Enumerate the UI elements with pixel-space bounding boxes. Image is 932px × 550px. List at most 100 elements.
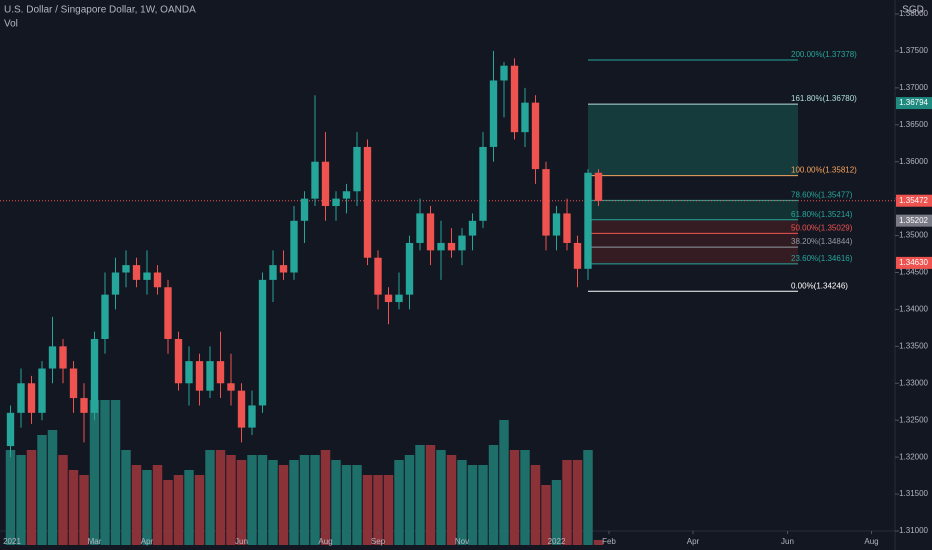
x-tick-label: Jun bbox=[235, 537, 248, 546]
y-tick-label: 1.36000 bbox=[899, 157, 928, 166]
volume-bar bbox=[541, 485, 551, 545]
y-tick-label: 1.31500 bbox=[899, 489, 928, 498]
candle-body bbox=[206, 361, 214, 391]
volume-bar bbox=[583, 450, 593, 545]
candle-body bbox=[185, 361, 193, 384]
volume-bar bbox=[163, 480, 173, 545]
volume-bar bbox=[362, 475, 373, 545]
candle-body bbox=[447, 242, 456, 251]
y-tick-label: 1.32000 bbox=[899, 452, 928, 461]
volume-bar bbox=[509, 450, 520, 545]
volume-bar bbox=[268, 460, 278, 545]
candle-body bbox=[374, 257, 382, 295]
volume-bar bbox=[562, 460, 572, 545]
fib-label: 61.80%(1.35214) bbox=[791, 210, 853, 219]
y-tick-label: 1.32500 bbox=[899, 415, 928, 424]
candle-body bbox=[489, 80, 498, 147]
volume-bar bbox=[236, 460, 247, 545]
fib-label: 50.00%(1.35029) bbox=[791, 224, 853, 233]
candle-body bbox=[542, 169, 550, 236]
candle-body bbox=[111, 272, 120, 295]
x-tick-label: Feb bbox=[602, 537, 616, 546]
x-tick-label: Apr bbox=[687, 537, 700, 546]
candle-body bbox=[174, 338, 183, 384]
x-tick-label: Nov bbox=[455, 537, 469, 546]
candle-body bbox=[248, 405, 256, 428]
volume-bar bbox=[47, 430, 58, 545]
candle-body bbox=[332, 198, 340, 207]
candle-body bbox=[17, 383, 25, 413]
volume-bar bbox=[331, 460, 341, 545]
fib-label: 100.00%(1.35812) bbox=[791, 166, 857, 175]
price-tag-label: 1.35202 bbox=[899, 216, 928, 225]
volume-bar bbox=[121, 450, 131, 545]
candle-body bbox=[38, 368, 46, 413]
volume-bar bbox=[5, 450, 16, 545]
volume-bar bbox=[436, 450, 446, 545]
candle-body bbox=[552, 213, 561, 236]
candle-body bbox=[500, 65, 508, 81]
price-tag-label: 1.34630 bbox=[899, 258, 928, 267]
candle-body bbox=[405, 242, 414, 295]
fib-label: 0.00%(1.34246) bbox=[791, 281, 848, 290]
candle-body bbox=[27, 383, 36, 413]
volume-bar bbox=[415, 445, 425, 545]
candle-body bbox=[311, 161, 319, 199]
x-tick-label: Mar bbox=[88, 537, 102, 546]
volume-bar bbox=[278, 465, 289, 545]
y-tick-label: 1.33500 bbox=[899, 341, 928, 350]
volume-bar bbox=[289, 460, 299, 545]
volume-bar bbox=[142, 470, 152, 545]
volume-bar bbox=[457, 460, 467, 545]
volume-bar bbox=[488, 445, 499, 545]
y-tick-label: 1.31000 bbox=[899, 526, 928, 535]
candle-body bbox=[458, 235, 466, 251]
volume-bar bbox=[551, 480, 562, 545]
volume-bar bbox=[478, 465, 488, 545]
candle-body bbox=[563, 213, 571, 243]
volume-bar bbox=[58, 455, 68, 545]
fib-label: 200.00%(1.37378) bbox=[791, 50, 857, 59]
volume-bar bbox=[352, 465, 362, 545]
y-tick-label: 1.34500 bbox=[899, 268, 928, 277]
x-tick-label: Sep bbox=[371, 537, 386, 546]
volume-bar bbox=[100, 400, 110, 545]
candle-body bbox=[6, 412, 15, 447]
y-tick-label: 1.37500 bbox=[899, 46, 928, 55]
chart-title: U.S. Dollar / Singapore Dollar, 1W, OAND… bbox=[4, 5, 196, 16]
volume-bar bbox=[320, 450, 331, 545]
y-tick-label: 1.38000 bbox=[899, 9, 928, 18]
price-tag bbox=[896, 256, 932, 269]
volume-bar bbox=[152, 465, 163, 545]
price-tag-label: 1.36794 bbox=[899, 98, 928, 107]
fib-label: 78.60%(1.35477) bbox=[791, 190, 853, 199]
candle-body bbox=[237, 390, 246, 428]
fib-zone bbox=[588, 247, 798, 264]
volume-bar bbox=[257, 455, 268, 545]
candle-body bbox=[101, 294, 109, 339]
volume-bar bbox=[310, 455, 320, 545]
candle-body bbox=[279, 265, 288, 273]
candle-body bbox=[132, 265, 141, 280]
candle-body bbox=[164, 287, 172, 339]
volume-bar bbox=[394, 460, 404, 545]
volume-bar bbox=[68, 470, 79, 545]
volume-bar bbox=[341, 465, 352, 545]
candle-body bbox=[48, 346, 57, 369]
candle-body bbox=[384, 294, 393, 303]
candle-body bbox=[584, 172, 592, 269]
volume-bar bbox=[499, 420, 509, 545]
candle-body bbox=[531, 102, 540, 170]
fib-label: 38.20%(1.34844) bbox=[791, 237, 853, 246]
candle-body bbox=[80, 398, 88, 413]
candle-body bbox=[195, 361, 204, 391]
y-tick-label: 1.33000 bbox=[899, 378, 928, 387]
fib-zone bbox=[588, 233, 798, 248]
x-tick-label: Apr bbox=[141, 537, 154, 546]
y-tick-label: 1.35000 bbox=[899, 231, 928, 240]
volume-bar bbox=[383, 475, 394, 545]
candle-body bbox=[90, 338, 99, 413]
candle-body bbox=[510, 65, 519, 133]
volume-bar bbox=[593, 540, 604, 545]
currency: SGD bbox=[902, 5, 924, 16]
